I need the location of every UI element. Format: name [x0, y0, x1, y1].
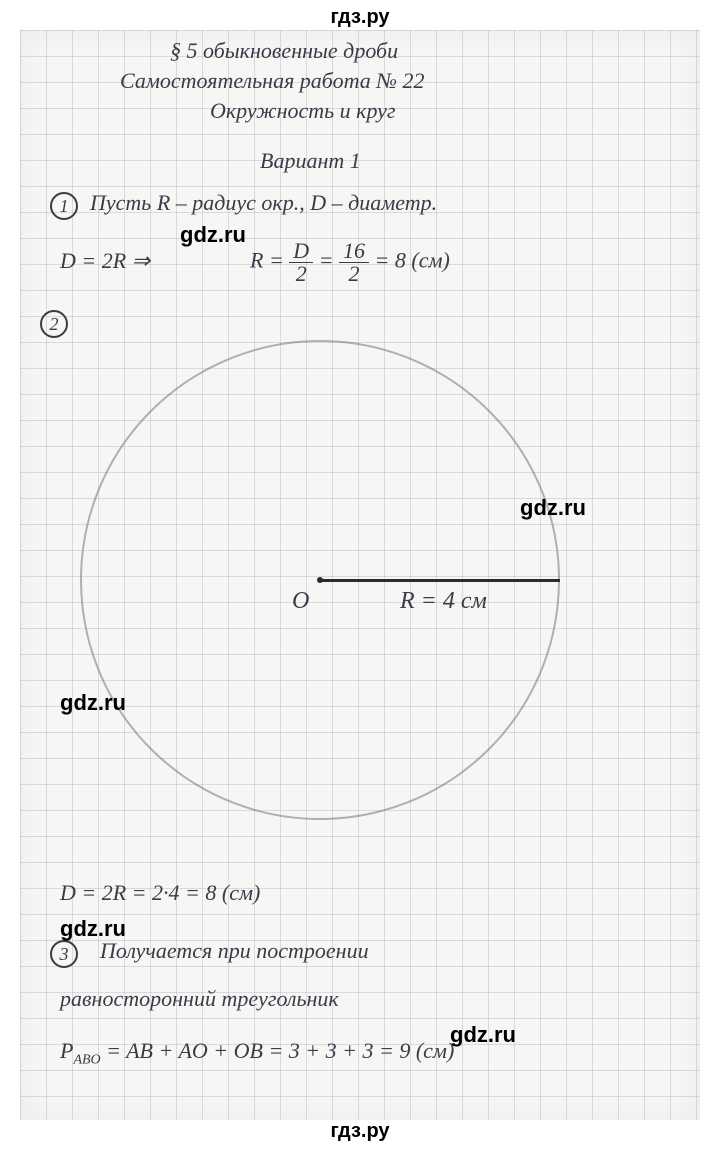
- header-line-2: Самостоятельная работа № 22: [120, 68, 424, 94]
- problem-1-eq-r: R = D2 = 162 = 8 (см): [250, 240, 450, 285]
- eq-mid-1: =: [319, 248, 334, 273]
- watermark-bottom: гдз.ру: [0, 1120, 720, 1143]
- watermark-inline-1: gdz.ru: [180, 222, 246, 248]
- radius-label: R = 4 см: [400, 588, 487, 615]
- frac2-n: 16: [339, 240, 369, 263]
- frac-16-over-2: 162: [339, 240, 369, 285]
- perim-sub: ABO: [73, 1052, 100, 1067]
- watermark-inline-4: gdz.ru: [60, 916, 126, 942]
- num-3-text: 3: [60, 944, 69, 965]
- perim-eq: = AB + AO + OB = 3 + 3 + 3 = 9 (см): [106, 1038, 454, 1063]
- watermark-top: гдз.ру: [0, 6, 720, 29]
- num-1-text: 1: [60, 196, 69, 217]
- problem-2-number: 2: [40, 310, 68, 338]
- header-line-1: § 5 обыкновенные дроби: [170, 38, 398, 64]
- watermark-inline-2: gdz.ru: [520, 495, 586, 521]
- problem-2-diameter-eq: D = 2R = 2·4 = 8 (см): [60, 880, 260, 906]
- eq-end-1: = 8 (см): [375, 248, 450, 273]
- frac-d-over-2: D2: [289, 240, 313, 285]
- frac1-n: D: [289, 240, 313, 263]
- eq-r-label: R =: [250, 248, 284, 273]
- problem-3-line-2: равносторонний треугольник: [60, 986, 339, 1012]
- problem-3-perimeter: PABO = AB + AO + OB = 3 + 3 + 3 = 9 (см): [60, 1038, 454, 1068]
- problem-3-line-1: Получается при построении: [100, 938, 369, 964]
- problem-3-number: 3: [50, 940, 78, 968]
- watermark-inline-5: gdz.ru: [450, 1022, 516, 1048]
- frac1-d: 2: [292, 263, 311, 285]
- problem-1-text: Пусть R – радиус окр., D – диаметр.: [90, 190, 437, 216]
- center-label: O: [292, 588, 309, 615]
- problem-1-number: 1: [50, 192, 78, 220]
- problem-1-eq-left: D = 2R ⇒: [60, 248, 150, 274]
- radius-line: [320, 579, 560, 582]
- frac2-d: 2: [345, 263, 364, 285]
- notebook-paper: § 5 обыкновенные дроби Самостоятельная р…: [20, 30, 700, 1120]
- header-line-4: Вариант 1: [260, 148, 361, 174]
- header-line-3: Окружность и круг: [210, 98, 396, 124]
- perim-p: P: [60, 1038, 73, 1063]
- num-2-text: 2: [50, 314, 59, 335]
- watermark-inline-3: gdz.ru: [60, 690, 126, 716]
